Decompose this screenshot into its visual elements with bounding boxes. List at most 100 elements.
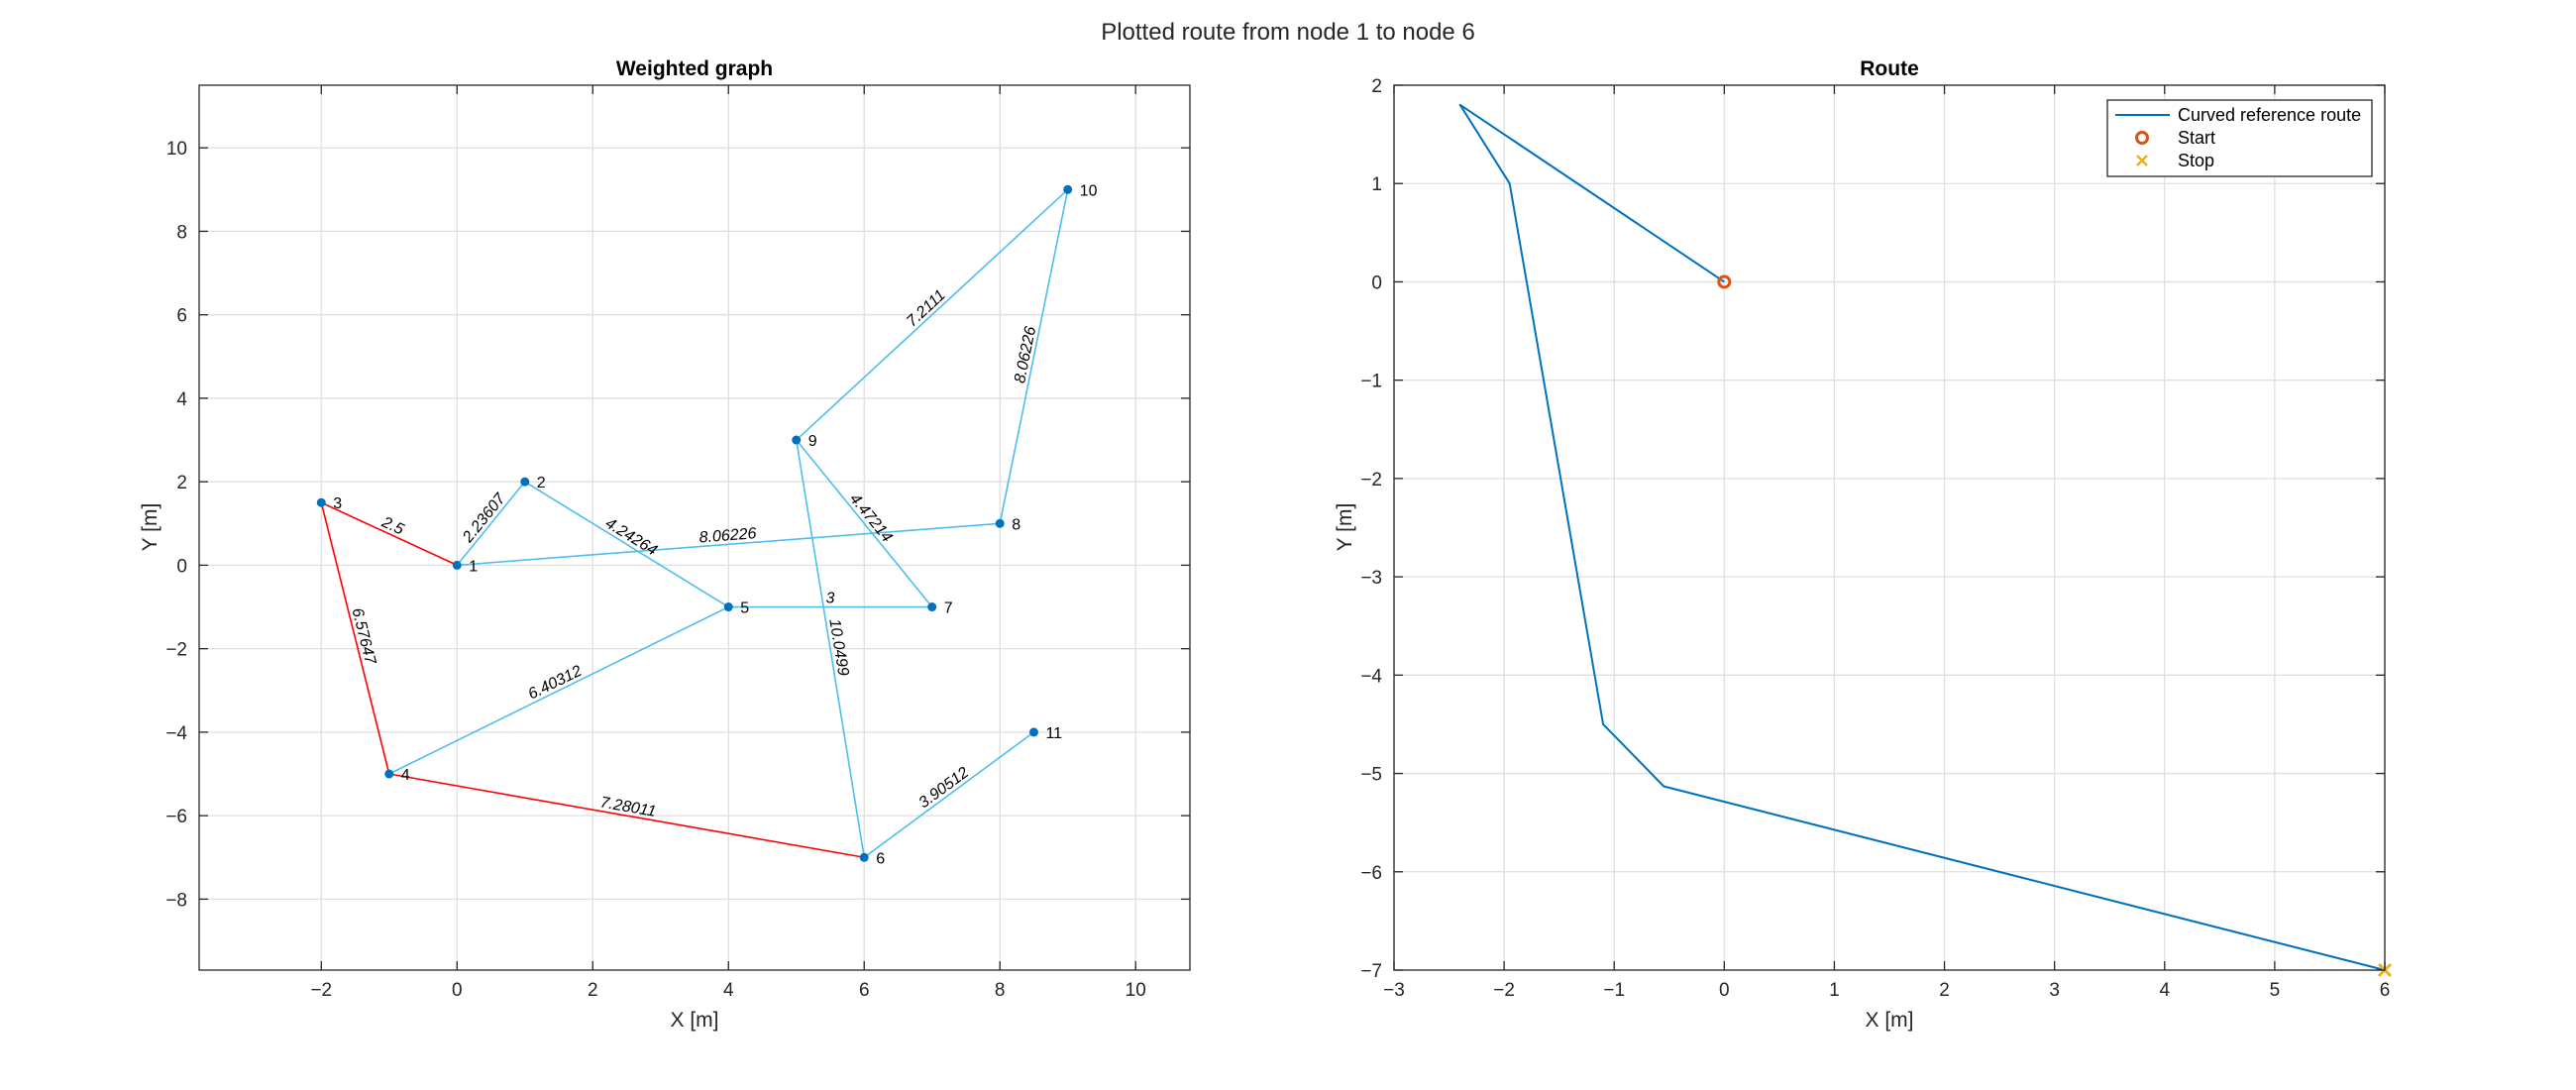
graph-node xyxy=(316,497,326,507)
route-xtick-label: −2 xyxy=(1493,980,1515,1001)
weighted-graph-xtick-label: 8 xyxy=(995,980,1006,1001)
route-xtick-label: −3 xyxy=(1383,980,1405,1001)
weighted-graph-node-labels: 1 2 3 4 5 6 7 8 9 10 11 xyxy=(333,182,1097,867)
graph-edge xyxy=(999,189,1069,524)
graph-node xyxy=(792,435,802,445)
route-xtick-label: 2 xyxy=(1939,980,1950,1001)
graph-node xyxy=(1028,727,1038,737)
weighted-graph-grid xyxy=(199,85,1190,970)
weighted-graph-ytick-label: −4 xyxy=(165,723,187,744)
legend-stop-swatch xyxy=(2136,155,2148,166)
weighted-graph-xtick-label: 6 xyxy=(859,980,870,1001)
graph-node-label: 4 xyxy=(401,767,410,784)
graph-node-label: 2 xyxy=(537,475,546,491)
weighted-graph-ytick-label: −2 xyxy=(165,640,187,661)
route-xtick-label: 1 xyxy=(1829,980,1840,1001)
weighted-graph-ytick-label: 8 xyxy=(176,222,187,243)
graph-edge xyxy=(320,502,390,775)
route-ytick-label: −3 xyxy=(1360,568,1382,589)
route-series-line xyxy=(1458,103,2386,971)
route-ytick-label: 2 xyxy=(1371,76,1382,97)
route-ytick-label: −7 xyxy=(1360,961,1382,982)
graph-edge-weight-label: 8.06226 xyxy=(698,525,757,546)
graph-node xyxy=(859,852,869,862)
route-frame xyxy=(1393,84,2386,971)
figure-title: Plotted route from node 1 to node 6 xyxy=(1101,19,1475,46)
route-xlabel: X [m] xyxy=(1865,1009,1913,1032)
route-ylabel: Y [m] xyxy=(1334,503,1356,552)
route-legend: Curved reference route Start Stop xyxy=(2106,99,2373,177)
weighted-graph-ytick-label: 0 xyxy=(176,556,187,577)
graph-node-label: 7 xyxy=(944,600,953,617)
graph-edge-weight-label: 8.06226 xyxy=(1012,325,1039,384)
weighted-graph-xtick-label: 4 xyxy=(723,980,734,1001)
graph-edge xyxy=(796,439,933,608)
legend-box xyxy=(2106,99,2373,177)
weighted-graph-ytick-label: −6 xyxy=(165,807,187,827)
route-title: Route xyxy=(1860,57,1919,80)
route-ytick-label: −4 xyxy=(1360,666,1382,687)
weighted-graph-ylabel: Y [m] xyxy=(139,503,161,552)
route-grid xyxy=(1393,84,2386,971)
graph-edge xyxy=(320,501,458,567)
graph-node xyxy=(452,560,462,570)
graph-node xyxy=(384,769,394,779)
route-ytick-label: −6 xyxy=(1360,863,1382,884)
graph-edge xyxy=(388,605,729,775)
route-ytick-label: −2 xyxy=(1360,470,1382,490)
graph-edge xyxy=(863,731,1034,858)
graph-edge-weight-label: 3.90512 xyxy=(915,764,972,812)
weighted-graph-ytick-label: 6 xyxy=(176,306,187,327)
graph-edge-weight-label: 2.5 xyxy=(378,513,406,538)
graph-node-label: 5 xyxy=(740,600,749,617)
graph-edge xyxy=(457,522,1001,567)
route-ytick-label: −5 xyxy=(1360,765,1382,786)
weighted-graph-xtick-label: 10 xyxy=(1126,980,1146,1001)
graph-node-label: 8 xyxy=(1012,516,1020,533)
graph-edge xyxy=(796,188,1069,441)
route-lines xyxy=(1458,103,2386,971)
graph-node-label: 11 xyxy=(1045,725,1062,742)
legend-stop-label: Stop xyxy=(2178,151,2214,170)
graph-node-label: 9 xyxy=(808,433,817,450)
graph-node-label: 6 xyxy=(876,850,885,867)
route-ticks: −3 −2 −1 0 1 2 3 4 5 6 −7 −6 −5 −4 −3 −2 −1 0 1 2 xyxy=(1360,76,2390,1001)
weighted-graph-xtick-label: 0 xyxy=(452,980,463,1001)
weighted-graph-ytick-label: −8 xyxy=(165,890,187,911)
route-xtick-label: 3 xyxy=(2049,980,2060,1001)
graph-node xyxy=(995,518,1005,528)
legend-start-label: Start xyxy=(2178,128,2215,148)
graph-edge xyxy=(795,439,866,858)
legend-stop-swatch-stroke xyxy=(2136,155,2148,166)
weighted-graph-ticks: −2 0 2 4 6 8 10 −8 −6 −4 −2 0 2 4 6 8 10 xyxy=(165,85,1190,1001)
legend-start-swatch xyxy=(2135,131,2149,145)
route-ytick-label: −1 xyxy=(1360,372,1382,392)
graph-node xyxy=(723,602,733,612)
route-xtick-label: 0 xyxy=(1719,980,1730,1001)
graph-node xyxy=(927,602,937,612)
weighted-graph-edges xyxy=(320,188,1069,859)
graph-edge xyxy=(388,773,865,859)
weighted-graph-ytick-label: 4 xyxy=(176,389,187,410)
route-axes: Route −3 −2 −1 0 1 2 3 4 5 6 −7 −6 −5 −4 −3 −2 −1 0 1 2 X [… xyxy=(1334,57,2393,1032)
graph-edge-weight-label: 3 xyxy=(826,591,835,607)
weighted-graph-ytick-label: 10 xyxy=(166,139,187,160)
route-ytick-label: 0 xyxy=(1371,272,1382,293)
graph-edge xyxy=(524,481,729,608)
route-xtick-label: −1 xyxy=(1603,980,1625,1001)
legend-route-label: Curved reference route xyxy=(2178,105,2361,125)
graph-node xyxy=(520,477,530,487)
weighted-graph-ytick-label: 2 xyxy=(176,473,187,493)
weighted-graph-xtick-label: 2 xyxy=(588,980,598,1001)
graph-node-label: 10 xyxy=(1080,182,1098,199)
route-xtick-label: 4 xyxy=(2159,980,2170,1001)
route-start-marker xyxy=(1717,274,1732,289)
weighted-graph-xtick-label: −2 xyxy=(310,980,332,1001)
graph-edge xyxy=(456,481,526,566)
weighted-graph-xlabel: X [m] xyxy=(670,1009,718,1032)
graph-edge-weight-label: 4.47214 xyxy=(846,490,896,546)
route-xtick-label: 5 xyxy=(2270,980,2281,1001)
